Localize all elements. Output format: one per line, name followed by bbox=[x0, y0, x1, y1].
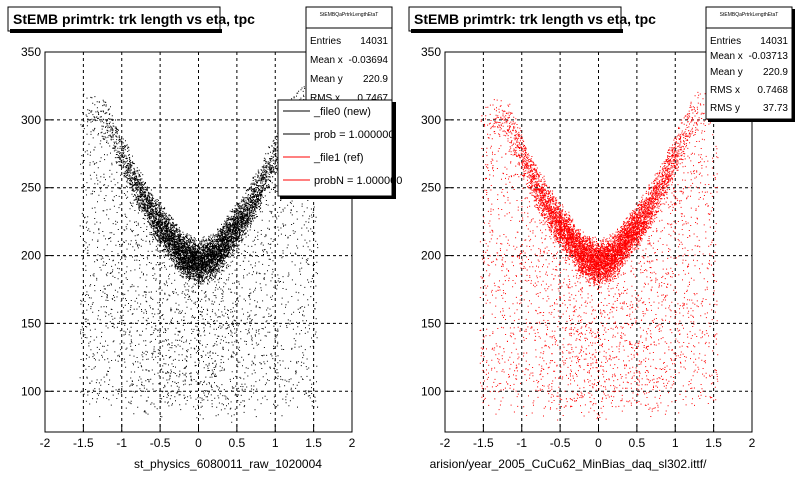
left-stats-meany-label: Mean y bbox=[310, 74, 343, 85]
x-tick-label: -1 bbox=[516, 436, 527, 450]
y-tick-label: 250 bbox=[21, 181, 41, 195]
y-tick-label: 300 bbox=[421, 113, 441, 127]
left-chart-title: StEMB primtrk: trk length vs eta, tpc bbox=[13, 11, 255, 27]
y-tick-label: 250 bbox=[421, 181, 441, 195]
right-scatter-points bbox=[479, 78, 719, 421]
right-stats-shadow-right bbox=[792, 9, 795, 121]
left-stats-rmsx-label: RMS x bbox=[310, 93, 340, 104]
left-scatter-series bbox=[79, 86, 319, 423]
x-tick-label: -0.5 bbox=[550, 436, 571, 450]
x-tick-label: 1.5 bbox=[705, 436, 722, 450]
right-axis-ticks: -2 -1.5 -1 -0.5 0 0.5 1 1.5 2 100 150 200 250 300 350 bbox=[421, 45, 756, 450]
legend-label-file0: _file0 (new) bbox=[313, 106, 371, 118]
left-stats-meanx-value: -0.03694 bbox=[349, 55, 389, 66]
left-axis-ticks: -2 -1.5 -1 -0.5 0 0.5 1 1.5 2 100 150 200 250 300 350 bbox=[21, 45, 356, 450]
y-tick-label: 300 bbox=[21, 113, 41, 127]
x-tick-label: -1.5 bbox=[473, 436, 494, 450]
right-footer-path: arision/year_2005_CuCu62_MinBias_daq_sl3… bbox=[430, 457, 708, 471]
x-tick-label: 0 bbox=[595, 436, 602, 450]
x-tick-label: -1 bbox=[116, 436, 127, 450]
right-stats-rmsx-label: RMS x bbox=[710, 85, 740, 96]
legend-shadow-right bbox=[392, 102, 396, 198]
left-stats-entries-value: 14031 bbox=[360, 36, 388, 47]
y-tick-label: 350 bbox=[421, 45, 441, 59]
left-stats-name: StEMBQaPrtrkLengthEtaT bbox=[320, 12, 379, 18]
x-tick-label: 0 bbox=[195, 436, 202, 450]
y-tick-label: 150 bbox=[21, 316, 41, 330]
left-footer-filename: st_physics_6080011_raw_1020004 bbox=[134, 457, 322, 471]
right-scatter-series bbox=[479, 78, 719, 421]
right-stats-entries-value: 14031 bbox=[760, 36, 788, 47]
x-tick-label: 0.5 bbox=[229, 436, 246, 450]
right-stats-rmsx-value: 0.7468 bbox=[757, 85, 788, 96]
x-tick-label: 1 bbox=[272, 436, 279, 450]
right-stats-entries-label: Entries bbox=[710, 36, 741, 47]
right-title-shadow bbox=[411, 29, 623, 33]
x-tick-label: 1 bbox=[672, 436, 679, 450]
x-tick-label: 2 bbox=[349, 436, 356, 450]
right-panel: -2 -1.5 -1 -0.5 0 0.5 1 1.5 2100150200250300350 … bbox=[408, 6, 795, 471]
right-stats-meany-value: 220.9 bbox=[763, 67, 788, 78]
legend-label-probn: probN = 1.000000 bbox=[314, 175, 402, 187]
x-tick-label: -0.5 bbox=[150, 436, 171, 450]
x-tick-label: -1.5 bbox=[73, 436, 94, 450]
y-tick-label: 100 bbox=[421, 384, 441, 398]
left-stats-rmsx-value: 0.7467 bbox=[357, 93, 388, 104]
y-tick-label: 200 bbox=[421, 249, 441, 263]
legend-shadow-bottom bbox=[280, 196, 396, 199]
x-tick-label: 0.5 bbox=[629, 436, 646, 450]
left-stats-meanx-label: Mean x bbox=[310, 55, 343, 66]
y-tick-label: 150 bbox=[421, 316, 441, 330]
right-stats-name: StEMBQaPrtrkLengthEtaT bbox=[720, 12, 779, 18]
right-stats-shadow-bottom bbox=[708, 119, 795, 122]
x-tick-label: 1.5 bbox=[305, 436, 322, 450]
right-stats-rmsy-label: RMS y bbox=[710, 103, 740, 114]
right-stats-rmsy-value: 37.73 bbox=[763, 103, 788, 114]
left-stats-entries-label: Entries bbox=[310, 36, 341, 47]
left-panel: -2 -1.5 -1 -0.5 0 0.5 1 1.5 2100150200250300350 … bbox=[7, 6, 402, 471]
y-tick-label: 200 bbox=[21, 249, 41, 263]
x-tick-label: -2 bbox=[40, 436, 51, 450]
y-tick-label: 350 bbox=[21, 45, 41, 59]
right-stats-meanx-value: -0.03713 bbox=[749, 51, 789, 62]
right-chart-title: StEMB primtrk: trk length vs eta, tpc bbox=[414, 11, 656, 27]
left-title-shadow bbox=[10, 29, 222, 33]
x-tick-label: 2 bbox=[749, 436, 756, 450]
y-tick-label: 100 bbox=[21, 384, 41, 398]
left-stats-meany-value: 220.9 bbox=[363, 74, 388, 85]
legend-label-prob: prob = 1.000000 bbox=[314, 129, 394, 141]
legend-label-file1: _file1 (ref) bbox=[313, 152, 364, 164]
right-stats-meany-label: Mean y bbox=[710, 67, 743, 78]
x-tick-label: -2 bbox=[440, 436, 451, 450]
right-stats-box bbox=[705, 6, 793, 120]
left-scatter-points bbox=[79, 86, 319, 423]
right-stats-meanx-label: Mean x bbox=[710, 51, 743, 62]
